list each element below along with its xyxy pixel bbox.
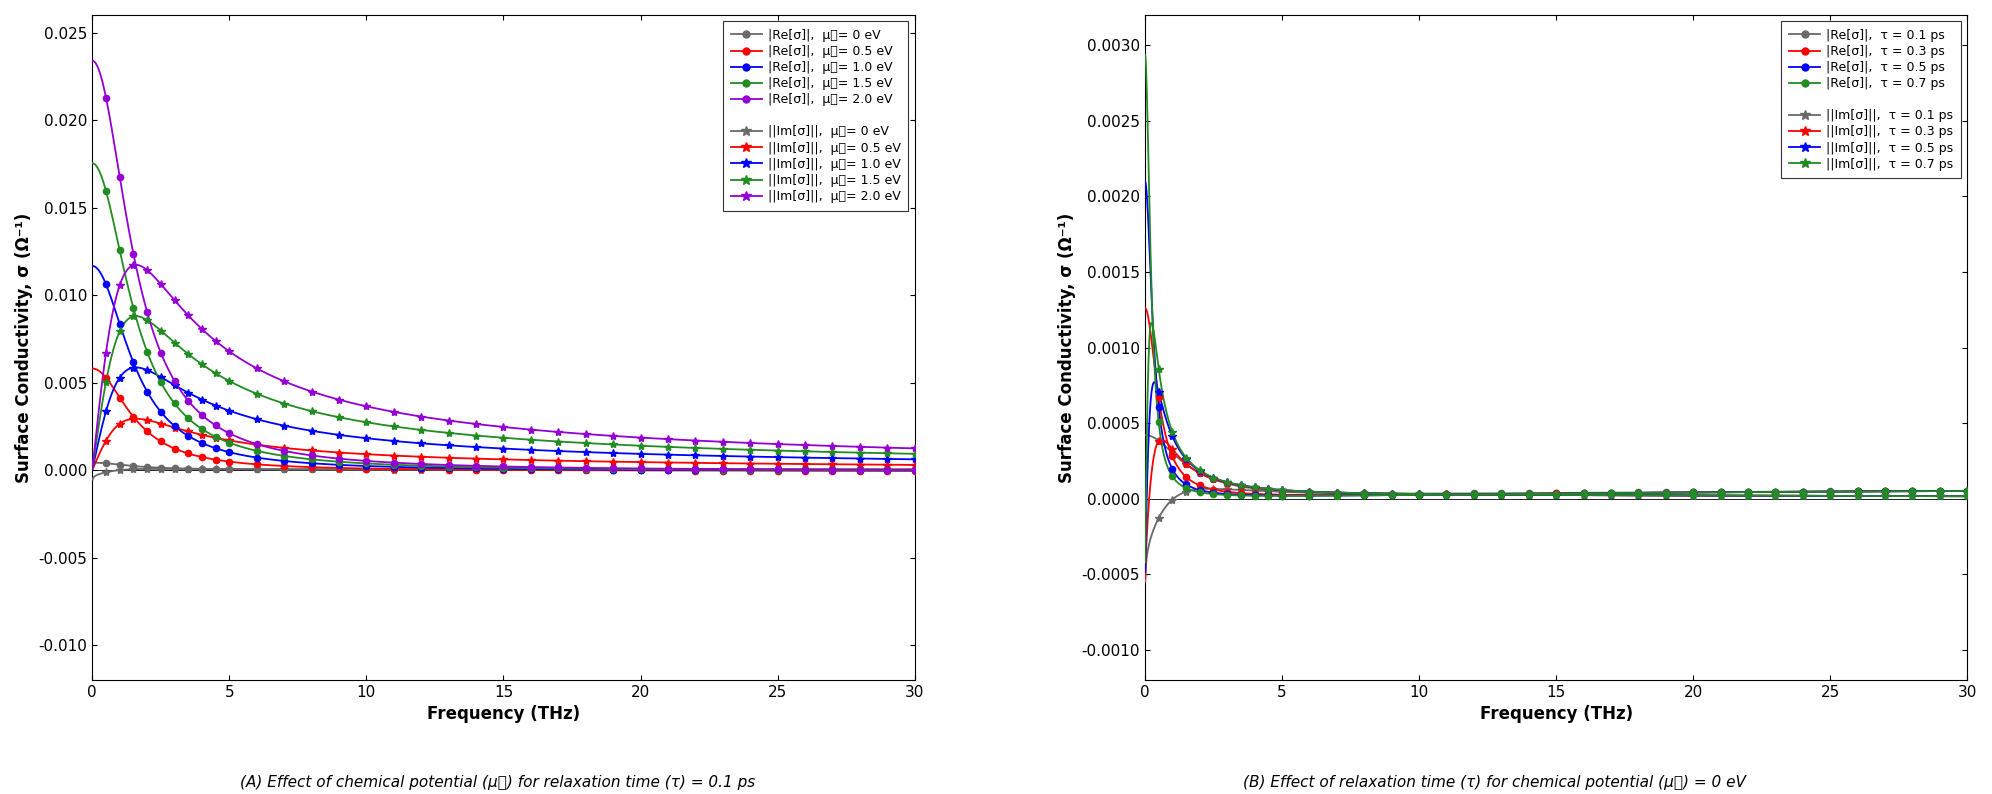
Text: (B) Effect of relaxation time (τ) for chemical potential (μⲟ) = 0 eV: (B) Effect of relaxation time (τ) for ch… [1243,775,1745,790]
Legend: |Re[σ]|,  μⲟ= 0 eV, |Re[σ]|,  μⲟ= 0.5 eV, |Re[σ]|,  μⲟ= 1.0 eV, |Re[σ]|,  μⲟ= 1.: |Re[σ]|, μⲟ= 0 eV, |Re[σ]|, μⲟ= 0.5 eV, … [723,21,908,210]
Y-axis label: Surface Conductivity, σ (Ω⁻¹): Surface Conductivity, σ (Ω⁻¹) [16,212,34,483]
Y-axis label: Surface Conductivity, σ (Ω⁻¹): Surface Conductivity, σ (Ω⁻¹) [1058,212,1076,483]
X-axis label: Frequency (THz): Frequency (THz) [426,705,580,723]
Legend: |Re[σ]|,  τ = 0.1 ps, |Re[σ]|,  τ = 0.3 ps, |Re[σ]|,  τ = 0.5 ps, |Re[σ]|,  τ = : |Re[σ]|, τ = 0.1 ps, |Re[σ]|, τ = 0.3 ps… [1781,21,1960,178]
X-axis label: Frequency (THz): Frequency (THz) [1480,705,1633,723]
Text: (A) Effect of chemical potential (μⲟ) for relaxation time (τ) = 0.1 ps: (A) Effect of chemical potential (μⲟ) fo… [241,775,755,790]
